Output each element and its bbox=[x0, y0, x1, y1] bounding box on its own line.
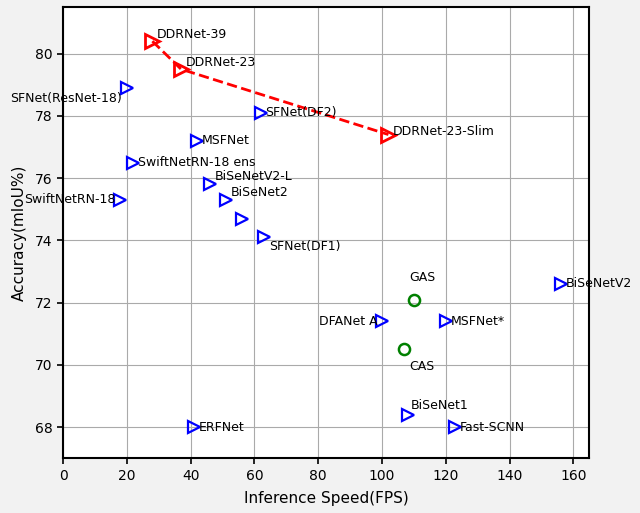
Y-axis label: Accuracy(mIoU%): Accuracy(mIoU%) bbox=[12, 165, 27, 301]
Text: SwiftNetRN-18: SwiftNetRN-18 bbox=[24, 193, 116, 206]
Text: SwiftNetRN-18 ens: SwiftNetRN-18 ens bbox=[138, 156, 255, 169]
Text: SFNet(DF2): SFNet(DF2) bbox=[266, 106, 337, 120]
Text: BiSeNet1: BiSeNet1 bbox=[411, 399, 468, 412]
Text: SFNet(DF1): SFNet(DF1) bbox=[269, 240, 340, 253]
Text: SFNet(ResNet-18): SFNet(ResNet-18) bbox=[10, 92, 122, 105]
Text: ERFNet: ERFNet bbox=[198, 421, 244, 433]
Text: BiSeNetV2: BiSeNetV2 bbox=[565, 278, 632, 290]
Text: Fast-SCNN: Fast-SCNN bbox=[460, 421, 525, 433]
Text: MSFNet*: MSFNet* bbox=[451, 315, 505, 328]
X-axis label: Inference Speed(FPS): Inference Speed(FPS) bbox=[244, 491, 408, 506]
Text: DDRNet-39: DDRNet-39 bbox=[157, 28, 227, 42]
Text: MSFNet: MSFNet bbox=[202, 134, 250, 147]
Text: GAS: GAS bbox=[409, 271, 435, 284]
Text: DFANet A: DFANet A bbox=[319, 315, 377, 328]
Text: BiSeNet2: BiSeNet2 bbox=[230, 186, 288, 199]
Text: DDRNet-23-Slim: DDRNet-23-Slim bbox=[393, 125, 495, 138]
Text: DDRNet-23: DDRNet-23 bbox=[186, 56, 256, 69]
Text: BiSeNetV2-L: BiSeNetV2-L bbox=[214, 170, 292, 183]
Text: CAS: CAS bbox=[409, 360, 435, 373]
